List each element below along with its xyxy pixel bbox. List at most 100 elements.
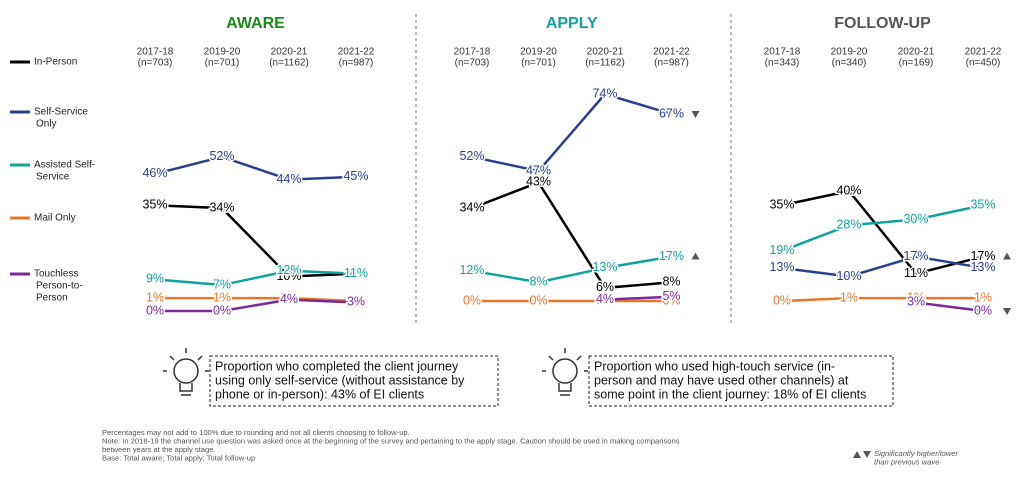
x-tick-sublabel: (n=343) [765, 58, 800, 69]
value-label: 13% [769, 260, 794, 274]
significance-legend-icon [853, 451, 861, 458]
series-line [781, 189, 984, 276]
callout-box [588, 355, 894, 407]
series-line [915, 301, 984, 313]
series-line [781, 204, 984, 253]
value-label: 0% [529, 293, 547, 307]
value-label: 3% [907, 295, 925, 309]
value-label: 9% [146, 272, 164, 286]
series-line [154, 204, 357, 278]
legend-label: Mail Only [34, 213, 76, 224]
series-line [471, 255, 672, 284]
series-line [155, 298, 357, 313]
x-tick-sublabel: (n=701) [205, 58, 240, 69]
value-label: 17% [970, 249, 995, 263]
value-label: 74% [592, 86, 617, 100]
value-label: 7% [213, 277, 231, 291]
significance-marker [1003, 252, 1011, 260]
value-label: 44% [276, 172, 301, 186]
x-tick-sublabel: (n=1162) [269, 58, 309, 69]
footnote: Base: Total aware; Total apply; Total fo… [102, 454, 255, 463]
value-label: 45% [343, 169, 368, 183]
value-label: 0% [213, 303, 231, 317]
value-label: 0% [347, 293, 365, 307]
callout-text: phone or in-person): 43% of EI clients [215, 387, 424, 401]
x-tick-sublabel: (n=703) [455, 58, 490, 69]
series-line [155, 296, 357, 303]
x-tick-label: 2021-22 [653, 47, 690, 58]
value-label: 8% [662, 274, 680, 288]
significance-marker [1003, 308, 1011, 315]
value-label: 34% [459, 200, 484, 214]
x-tick-sublabel: (n=1162) [585, 58, 625, 69]
significance-legend-text: Significantly higher/lower [874, 449, 958, 458]
value-label: 6% [596, 280, 614, 294]
value-label: 1% [213, 290, 231, 304]
x-tick-label: 2019-20 [831, 47, 868, 58]
footnote: Note: In 2018-19 the channel use questio… [102, 437, 680, 446]
x-tick-sublabel: (n=169) [899, 58, 934, 69]
x-tick-label: 2021-22 [338, 47, 375, 58]
callout-text: Proportion who used high-touch service (… [594, 359, 835, 373]
x-tick-label: 2017-18 [454, 47, 491, 58]
panel-title: FOLLOW-UP [834, 15, 931, 32]
callout-icon [542, 348, 588, 396]
x-tick-label: 2019-20 [204, 47, 241, 58]
x-tick-sublabel: (n=450) [966, 58, 1001, 69]
value-label: 1% [974, 290, 992, 304]
value-label: 0% [974, 303, 992, 317]
value-label: 67% [659, 106, 684, 120]
value-label: 34% [209, 200, 234, 214]
callout-icon [163, 348, 209, 396]
series-line [471, 180, 672, 290]
significance-marker [691, 252, 700, 260]
callout-text: Proportion who completed the client jour… [215, 359, 459, 373]
value-label: 1% [907, 290, 925, 304]
x-tick-sublabel: (n=987) [339, 58, 374, 69]
panel-title: APPLY [546, 15, 598, 32]
value-label: 10% [836, 269, 861, 283]
callout-text: using only self-service (without assista… [215, 373, 465, 387]
x-tick-sublabel: (n=703) [138, 58, 173, 69]
value-label: 5% [662, 289, 680, 303]
legend-label: Touchless [34, 269, 78, 280]
footnote: Percentages may not add to 100% due to r… [102, 428, 410, 437]
significance-legend-icon [863, 451, 871, 458]
value-label: 12% [276, 263, 301, 277]
significance-legend-text: than previous wave [874, 458, 939, 467]
value-label: 11% [904, 266, 928, 280]
callout-box [209, 355, 499, 407]
value-label: 12% [459, 263, 484, 277]
value-label: 47% [526, 163, 551, 177]
value-label: 11% [344, 266, 368, 280]
value-label: 0% [463, 293, 481, 307]
value-label: 40% [836, 183, 861, 197]
value-label: 4% [280, 292, 298, 306]
value-label: 17% [659, 249, 684, 263]
value-label: 3% [347, 295, 365, 309]
legend-label: Only [36, 119, 57, 130]
value-label: 30% [903, 212, 928, 226]
value-label: 13% [592, 260, 617, 274]
callout-text: person and may have used other channels)… [594, 373, 849, 387]
value-label: 52% [209, 149, 234, 163]
footnote: between years at the apply stage. [102, 445, 216, 454]
legend-label: Self-Service [34, 107, 88, 118]
value-label: 0% [146, 303, 164, 317]
legend-label: Assisted Self- [34, 160, 95, 171]
value-label: 4% [596, 292, 614, 306]
series-line [154, 155, 357, 181]
x-tick-sublabel: (n=701) [521, 58, 556, 69]
value-label: 17% [903, 249, 928, 263]
value-label: 1% [840, 290, 858, 304]
x-tick-label: 2020-21 [587, 47, 624, 58]
series-line [471, 92, 672, 173]
legend-label: In-Person [34, 57, 77, 68]
value-label: 35% [769, 198, 794, 212]
x-tick-label: 2020-21 [271, 47, 308, 58]
x-tick-label: 2017-18 [764, 47, 801, 58]
value-label: 13% [970, 260, 995, 274]
value-label: 0% [773, 293, 791, 307]
value-label: 0% [596, 293, 614, 307]
